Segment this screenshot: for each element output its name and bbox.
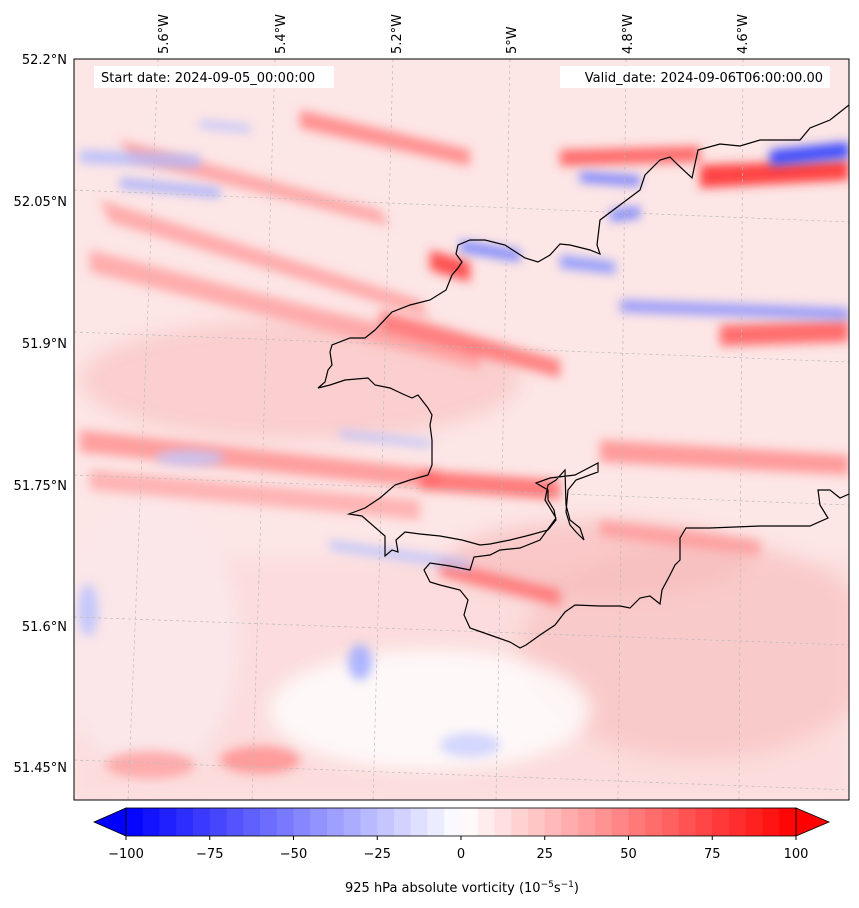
colorbar-extend-low (93, 807, 127, 837)
colorbar-cell (293, 808, 311, 836)
colorbar-cell (209, 808, 227, 836)
lon-label: 5°W (505, 26, 520, 54)
lat-label: 51.75°N (14, 479, 67, 494)
colorbar-cell (762, 808, 780, 836)
colorbar-cell (628, 808, 646, 836)
lon-label: 5.6°W (157, 14, 172, 54)
colorbar-cell (477, 808, 495, 836)
colorbar-cell (528, 808, 546, 836)
colorbar-cell (159, 808, 177, 836)
colorbar-cell (461, 808, 479, 836)
colorbar-cell (494, 808, 512, 836)
colorbar-cell (712, 808, 730, 836)
colorbar-cell (142, 808, 160, 836)
colorbar-tick-label: 100 (784, 847, 809, 862)
colorbar-label: 925 hPa absolute vorticity (10−5s−1) (345, 880, 579, 896)
colorbar-tick-label: 75 (704, 847, 721, 862)
colorbar-cell (695, 808, 713, 836)
colorbar-cell (126, 808, 144, 836)
lat-label: 52.05°N (14, 195, 67, 210)
lon-label: 5.4°W (274, 14, 289, 54)
map-panel (74, 59, 849, 800)
lon-label: 4.8°W (621, 14, 636, 54)
lat-label: 51.45°N (14, 761, 67, 776)
colorbar-tick-label: 25 (536, 847, 553, 862)
colorbar-cell (578, 808, 596, 836)
colorbar-cell (276, 808, 294, 836)
colorbar-cell (243, 808, 261, 836)
colorbar-tick-label: 0 (457, 847, 465, 862)
colorbar-ticks: −100 −75 −50 −25 0 25 50 75 100 (108, 836, 808, 862)
lat-label: 51.9°N (22, 337, 67, 352)
colorbar: −100 −75 −50 −25 0 25 50 75 100 925 hPa absolute… (93, 807, 831, 896)
colorbar-cell (745, 808, 763, 836)
colorbar-cell (595, 808, 613, 836)
colorbar-cell (176, 808, 194, 836)
map-header: Start date: 2024-09-05_00:00:00 Valid_da… (94, 66, 830, 88)
colorbar-cell (561, 808, 579, 836)
lon-label: 5.2°W (390, 14, 405, 54)
map-frame (73, 58, 850, 801)
start-date-box (94, 66, 334, 88)
valid-date-label: Valid_date: 2024-09-06T06:00:00.00 (585, 71, 823, 86)
colorbar-cell (611, 808, 629, 836)
lat-label: 52.2°N (22, 53, 67, 68)
colorbar-cell (343, 808, 361, 836)
lon-label: 4.6°W (736, 14, 751, 54)
colorbar-cell (377, 808, 395, 836)
colorbar-tick-label: 50 (620, 847, 637, 862)
latitude-labels: 52.2°N 52.05°N 51.9°N 51.75°N 51.6°N 51.… (14, 53, 67, 776)
coastline (317, 104, 849, 649)
longitude-labels: 5.6°W 5.4°W 5.2°W 5°W 4.8°W 4.6°W (157, 14, 751, 54)
colorbar-cell (226, 808, 244, 836)
colorbar-cell (427, 808, 445, 836)
colorbar-tick-label: −100 (108, 847, 144, 862)
colorbar-cell (260, 808, 278, 836)
colorbar-cell (360, 808, 378, 836)
colorbar-tick-label: −75 (196, 847, 223, 862)
colorbar-tick-label: −50 (280, 847, 307, 862)
colorbar-cell (678, 808, 696, 836)
colorbar-cells (126, 808, 797, 836)
colorbar-cell (779, 808, 797, 836)
colorbar-cell (511, 808, 529, 836)
colorbar-cell (662, 808, 680, 836)
colorbar-cell (410, 808, 428, 836)
colorbar-cell (729, 808, 747, 836)
colorbar-cell (544, 808, 562, 836)
start-date-label: Start date: 2024-09-05_00:00:00 (101, 71, 315, 86)
colorbar-cell (444, 808, 462, 836)
colorbar-cell (645, 808, 663, 836)
colorbar-cell (327, 808, 345, 836)
colorbar-extend-high (795, 807, 831, 837)
colorbar-cell (193, 808, 211, 836)
colorbar-cell (310, 808, 328, 836)
vorticity-field (74, 110, 849, 800)
map-gridlines (74, 59, 849, 800)
colorbar-cell (394, 808, 412, 836)
valid-date-box (560, 66, 830, 88)
lat-label: 51.6°N (22, 620, 67, 635)
colorbar-tick-label: −25 (364, 847, 391, 862)
